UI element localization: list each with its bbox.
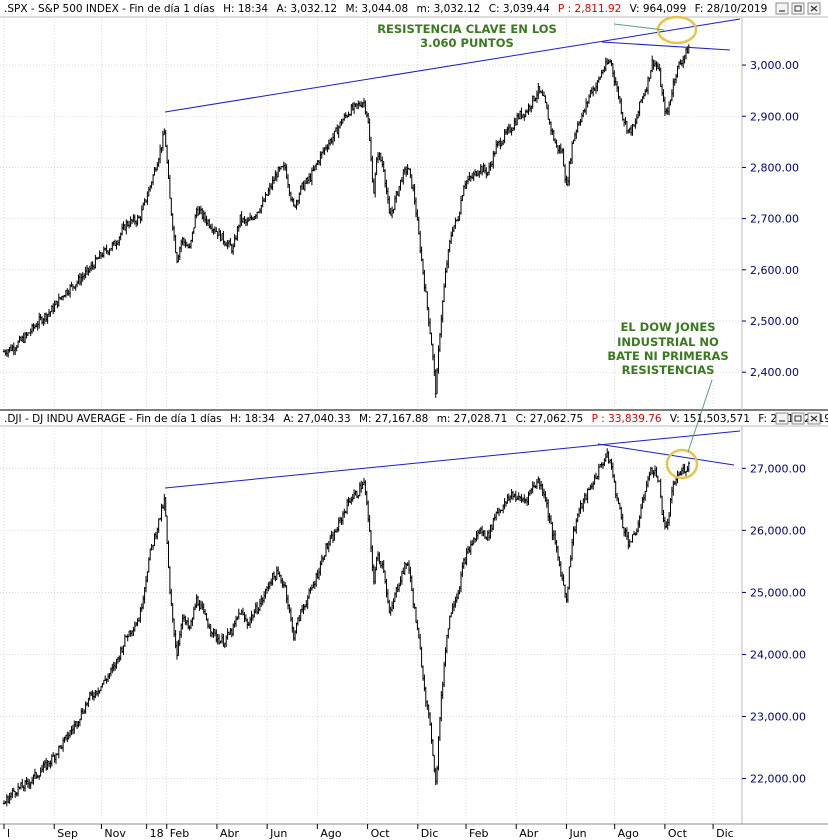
spx-maximize-button[interactable] <box>791 2 805 15</box>
dji-annotation-pointer <box>687 379 713 453</box>
close-icon <box>810 5 818 12</box>
xtick-label: Dic <box>421 827 439 840</box>
spx-price-bars <box>2 44 690 398</box>
spx-highlight-circle <box>656 15 698 45</box>
dji-annotation-line-3: BATE NI PRIMERAS <box>607 349 728 363</box>
spx-ytick-label: 2,700.00 <box>750 213 799 226</box>
dji-annotation-line-1: EL DOW JONES <box>620 320 715 334</box>
time-axis[interactable]: l Sep Nov 18 Feb Abr Jun Ago Oct Dic Feb Abr Jun Ago O… <box>3 824 734 840</box>
spx-annotation-pointer <box>613 23 665 31</box>
spx-ytick-label: 2,600.00 <box>750 264 799 277</box>
xtick-label: l <box>7 827 10 840</box>
spx-open: A: 3,032.12 <box>276 3 337 15</box>
dji-maximize-button[interactable] <box>791 412 805 425</box>
xtick-label: Sep <box>57 827 78 840</box>
spx-annotation-line-2: 3.060 PUNTOS <box>420 36 514 50</box>
spx-annotation-line-1: RESISTENCIA CLAVE EN LOS <box>377 22 557 36</box>
xtick-label: Abr <box>220 827 240 840</box>
dji-hour: H: 18:34 <box>230 413 275 425</box>
xtick-label: Dic <box>716 827 734 840</box>
maximize-icon <box>794 5 802 12</box>
dji-ohlc-bars <box>2 448 690 807</box>
dji-p-value: P : 33,839.76 <box>592 413 662 425</box>
close-icon <box>810 415 818 422</box>
dji-price-axis[interactable]: 22,000.00 23,000.00 24,000.00 25,000.00 26,0… <box>742 462 806 786</box>
dji-minimize-button[interactable] <box>775 412 789 425</box>
xtick-label: Feb <box>469 827 488 840</box>
dji-price-bars <box>2 448 690 807</box>
dji-close: C: 27,062.75 <box>516 413 584 425</box>
dji-name: .DJI - DJ INDU AVERAGE - Fin de día 1 dí… <box>4 413 222 425</box>
maximize-icon <box>794 415 802 422</box>
spx-p-value: P : 2,811.92 <box>558 3 621 15</box>
dji-ytick-label: 24,000.00 <box>750 648 806 661</box>
svg-text:.DJI - DJ INDU AVERAGE - Fin d: .DJI - DJ INDU AVERAGE - Fin de día 1 dí… <box>4 413 828 425</box>
spx-close: C: 3,039.44 <box>489 3 550 15</box>
xtick-label: Ago <box>320 827 342 840</box>
xtick-label: Nov <box>104 827 126 840</box>
dji-resistance-trendline[interactable] <box>164 430 741 489</box>
dji-volume: V: 151,503,571 <box>670 413 750 425</box>
dji-ytick-label: 22,000.00 <box>750 773 806 786</box>
xtick-label: Jun <box>269 827 287 840</box>
dji-ytick-label: 25,000.00 <box>750 586 806 599</box>
spx-ytick-label: 2,800.00 <box>750 161 799 174</box>
xtick-label: Jun <box>568 827 586 840</box>
xtick-label: Ago <box>618 827 640 840</box>
dji-secondary-trendline[interactable] <box>597 443 735 466</box>
spx-secondary-trendline[interactable] <box>601 41 731 51</box>
spx-date: F: 28/10/2019 <box>695 3 768 15</box>
dji-pane-controls <box>775 412 821 425</box>
spx-header: .SPX - S&P 500 INDEX - Fin de día 1 días… <box>4 3 767 15</box>
spx-high: M: 3,044.08 <box>345 3 408 15</box>
spx-pane-controls <box>775 2 821 15</box>
spx-gridlines <box>0 19 742 408</box>
spx-ytick-label: 3,000.00 <box>750 59 799 72</box>
xtick-label: Oct <box>668 827 688 840</box>
xtick-label: Abr <box>519 827 539 840</box>
spx-low: m: 3,032.12 <box>416 3 480 15</box>
spx-resistance-trendline[interactable] <box>164 18 741 113</box>
spx-ytick-label: 2,500.00 <box>750 315 799 328</box>
spx-price-axis[interactable]: 2,400.00 2,500.00 2,600.00 2,700.00 2,800.00… <box>742 59 799 379</box>
spx-name: .SPX - S&P 500 INDEX - Fin de día 1 días <box>4 3 215 15</box>
spx-volume: V: 964,099 <box>630 3 687 15</box>
spx-ytick-label: 2,400.00 <box>750 366 799 379</box>
dji-low: m: 27,028.71 <box>437 413 508 425</box>
dji-annotation-line-2: INDUSTRIAL NO <box>617 335 719 349</box>
dji-highlight-circle <box>665 448 699 480</box>
spx-hour: H: 18:34 <box>223 3 268 15</box>
spx-minimize-button[interactable] <box>775 2 789 15</box>
svg-text:.SPX - S&P 500 INDEX - Fin de: .SPX - S&P 500 INDEX - Fin de día 1 días… <box>4 3 767 15</box>
dji-ytick-label: 27,000.00 <box>750 462 806 475</box>
dji-open: A: 27,040.33 <box>283 413 350 425</box>
dji-high: M: 27,167.88 <box>359 413 428 425</box>
dji-ytick-label: 26,000.00 <box>750 524 806 537</box>
xtick-label: 18 <box>150 827 164 840</box>
dji-header: .DJI - DJ INDU AVERAGE - Fin de día 1 dí… <box>4 413 828 425</box>
dji-annotation-line-4: RESISTENCIAS <box>622 363 715 377</box>
spx-ytick-label: 2,900.00 <box>750 110 799 123</box>
xtick-label: Oct <box>371 827 391 840</box>
dji-ytick-label: 23,000.00 <box>750 711 806 724</box>
spx-ohlc-bars <box>2 44 690 398</box>
xtick-label: Feb <box>170 827 189 840</box>
